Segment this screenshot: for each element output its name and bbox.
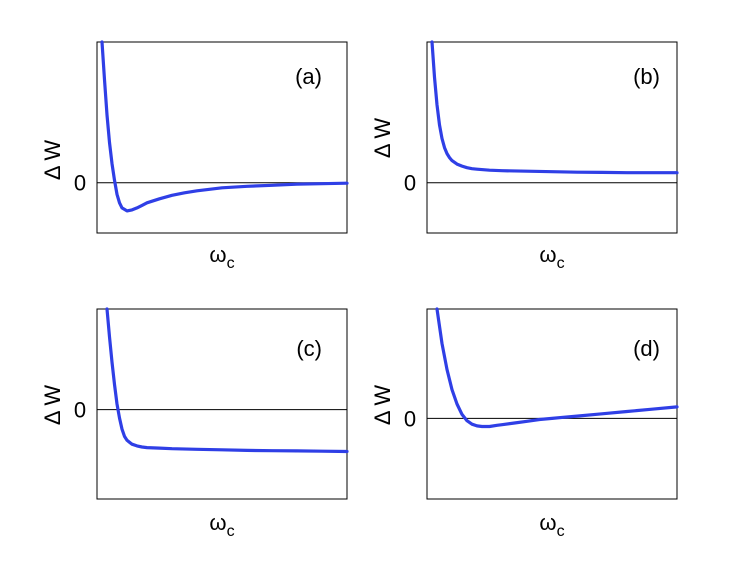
x-axis-label-main: ω [539, 242, 556, 267]
y-axis-label: Δ W [370, 118, 395, 159]
x-axis-label-main: ω [209, 510, 226, 535]
plot-frame [96, 41, 348, 234]
x-axis-label: ωc [209, 242, 234, 272]
series-line [435, 307, 679, 429]
plot-frame [96, 308, 348, 500]
x-axis-label-main: ω [209, 242, 226, 267]
panel-label: (a) [295, 64, 322, 89]
series-line [105, 307, 349, 454]
series-line [100, 40, 349, 213]
x-axis-label-main: ω [539, 510, 556, 535]
plot-frame [426, 308, 678, 500]
panel-label: (d) [633, 336, 660, 361]
panel-label: (b) [633, 64, 660, 89]
panel-d: (d) 0 ωc Δ W [370, 307, 679, 540]
y-axis-label: Δ W [40, 140, 65, 181]
series-line [430, 40, 679, 175]
panel-label: (c) [296, 336, 322, 361]
y-tick-label-zero: 0 [74, 398, 86, 423]
x-axis-label: ωc [209, 510, 234, 540]
panel-c: (c) 0 ωc Δ W [40, 307, 349, 540]
panel-a: (a) 0 ωc Δ W [40, 40, 349, 272]
x-axis-label-subscript: c [557, 523, 565, 540]
y-tick-label-zero: 0 [74, 171, 86, 196]
x-axis-label-subscript: c [227, 523, 235, 540]
panel-b: (b) 0 ωc Δ W [370, 40, 679, 272]
y-axis-label: Δ W [370, 385, 395, 426]
y-tick-label-zero: 0 [404, 171, 416, 196]
x-axis-label-subscript: c [557, 255, 565, 272]
y-axis-label: Δ W [40, 385, 65, 426]
x-axis-label-subscript: c [227, 255, 235, 272]
x-axis-label: ωc [539, 510, 564, 540]
x-axis-label: ωc [539, 242, 564, 272]
plot-frame [426, 41, 678, 234]
y-tick-label-zero: 0 [404, 406, 416, 431]
